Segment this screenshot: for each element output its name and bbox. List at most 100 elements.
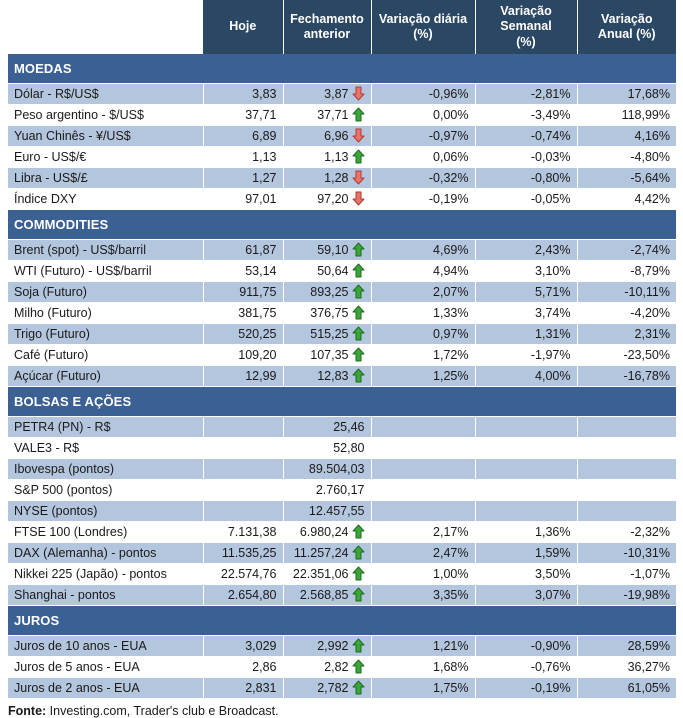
cell-weekly-change: -1,97% — [475, 344, 578, 366]
table-body: MOEDAS Dólar - R$/US$ 3,83 3,87 -0,96% -2,81%… — [8, 53, 676, 699]
table-row[interactable]: Milho (Futuro) 381,75 376,75 1,33% 3,74% -4,2… — [8, 302, 676, 324]
previous-close-value: 12,83 — [317, 368, 349, 383]
cell-daily-change: 1,21% — [371, 635, 476, 657]
cell-previous-close: 1,13 — [283, 146, 372, 168]
cell-weekly-change — [475, 458, 578, 480]
cell-previous-close: 50,64 — [283, 260, 372, 282]
table-row[interactable]: Shanghai - pontos 2.654,80 2.568,85 3,35% 3,… — [8, 584, 676, 606]
table-row[interactable]: Dólar - R$/US$ 3,83 3,87 -0,96% -2,81% 17,68% — [8, 83, 676, 105]
arrow-up-icon — [352, 284, 365, 299]
cell-annual-change: -23,50% — [577, 344, 676, 366]
cell-annual-change: -2,32% — [577, 521, 676, 543]
table-row[interactable]: Libra - US$/£ 1,27 1,28 -0,32% -0,80% -5,64% — [8, 167, 676, 189]
column-header-weekly-change: Variação Semanal (%) — [475, 0, 578, 54]
arrow-up-icon — [352, 326, 365, 341]
previous-close-value: 89.504,03 — [308, 461, 365, 476]
table-row[interactable]: Peso argentino - $/US$ 37,71 37,71 0,00% -3,… — [8, 104, 676, 126]
cell-hoje: 11.535,25 — [203, 542, 284, 564]
previous-close-value: 2.568,85 — [299, 587, 349, 602]
cell-weekly-change: 2,43% — [475, 239, 578, 261]
cell-previous-close: 3,87 — [283, 83, 372, 105]
table-row[interactable]: Euro - US$/€ 1,13 1,13 0,06% -0,03% -4,80% — [8, 146, 676, 168]
arrow-up-icon — [352, 638, 365, 653]
previous-close-value: 97,20 — [317, 191, 349, 206]
cell-previous-close: 2,82 — [283, 656, 372, 678]
arrow-up-icon — [352, 368, 365, 383]
section-header-row: JUROS — [8, 605, 676, 636]
cell-weekly-change: 1,36% — [475, 521, 578, 543]
cell-annual-change: -1,07% — [577, 563, 676, 585]
cell-hoje: 97,01 — [203, 188, 284, 210]
cell-daily-change: -0,96% — [371, 83, 476, 105]
table-row[interactable]: Açúcar (Futuro) 12,99 12,83 1,25% 4,00% -16,7… — [8, 365, 676, 387]
cell-previous-close: 1,28 — [283, 167, 372, 189]
table-row[interactable]: Juros de 5 anos - EUA 2,86 2,82 1,68% -0,76%… — [8, 656, 676, 678]
cell-hoje: 2.654,80 — [203, 584, 284, 606]
table-row[interactable]: Juros de 10 anos - EUA 3,029 2,992 1,21% -0,… — [8, 635, 676, 657]
table-row[interactable]: Juros de 2 anos - EUA 2,831 2,782 1,75% -0,1… — [8, 677, 676, 699]
cell-annual-change: 4,16% — [577, 125, 676, 147]
cell-weekly-change: -3,49% — [475, 104, 578, 126]
previous-close-value: 3,87 — [324, 86, 349, 101]
table-row[interactable]: PETR4 (PN) - R$ 25,46 — [8, 416, 676, 438]
cell-daily-change — [371, 416, 476, 438]
cell-previous-close: 89.504,03 — [283, 458, 372, 480]
previous-close-value: 1,13 — [324, 149, 349, 164]
table-row[interactable]: VALE3 - R$ 52,80 — [8, 437, 676, 459]
table-row[interactable]: DAX (Alemanha) - pontos 11.535,25 11.257,2… — [8, 542, 676, 564]
cell-previous-close: 2.568,85 — [283, 584, 372, 606]
cell-hoje: 22.574,76 — [203, 563, 284, 585]
table-row[interactable]: Nikkei 225 (Japão) - pontos 22.574,76 22.3… — [8, 563, 676, 585]
table-row[interactable]: Café (Futuro) 109,20 107,35 1,72% -1,97% -23,… — [8, 344, 676, 366]
previous-close-value: 1,28 — [324, 170, 349, 185]
cell-annual-change: 118,99% — [577, 104, 676, 126]
previous-close-value: 893,25 — [310, 284, 349, 299]
cell-weekly-change: -0,19% — [475, 677, 578, 699]
cell-daily-change: 3,35% — [371, 584, 476, 606]
previous-close-value: 37,71 — [317, 107, 349, 122]
table-row[interactable]: Trigo (Futuro) 520,25 515,25 0,97% 1,31% 2,31… — [8, 323, 676, 345]
section-title: BOLSAS E AÇÕES — [8, 386, 676, 417]
cell-previous-close: 6,96 — [283, 125, 372, 147]
column-header-blank — [8, 0, 203, 54]
cell-previous-close: 22.351,06 — [283, 563, 372, 585]
cell-annual-change: -19,98% — [577, 584, 676, 606]
previous-close-value: 25,46 — [333, 419, 365, 434]
row-label: FTSE 100 (Londres) — [8, 521, 204, 543]
cell-previous-close: 2,782 — [283, 677, 372, 699]
table-row[interactable]: Soja (Futuro) 911,75 893,25 2,07% 5,71% -10,1… — [8, 281, 676, 303]
previous-close-value: 2,82 — [324, 659, 349, 674]
table-row[interactable]: S&P 500 (pontos) 2.760,17 — [8, 479, 676, 501]
table-row[interactable]: Brent (spot) - US$/barril 61,87 59,10 4,69%… — [8, 239, 676, 261]
arrow-up-icon — [352, 680, 365, 695]
header-row: Hoje Fechamento anterior Variação diária… — [8, 0, 676, 54]
column-header-weekly-change-line1: Variação Semanal — [500, 4, 552, 34]
table-row[interactable]: WTI (Futuro) - US$/barril 53,14 50,64 4,94%… — [8, 260, 676, 282]
cell-daily-change — [371, 437, 476, 459]
table-row[interactable]: FTSE 100 (Londres) 7.131,38 6.980,24 2,17% 1… — [8, 521, 676, 543]
cell-weekly-change: 1,31% — [475, 323, 578, 345]
previous-close-value: 107,35 — [310, 347, 349, 362]
cell-daily-change: 2,47% — [371, 542, 476, 564]
table-row[interactable]: Yuan Chinês - ¥/US$ 6,89 6,96 -0,97% -0,74% 4… — [8, 125, 676, 147]
cell-annual-change: -4,80% — [577, 146, 676, 168]
arrow-down-icon — [352, 191, 365, 206]
column-header-daily-change: Variação diária (%) — [371, 0, 476, 54]
row-label: Brent (spot) - US$/barril — [8, 239, 204, 261]
cell-hoje: 520,25 — [203, 323, 284, 345]
table-row[interactable]: NYSE (pontos) 12.457,55 — [8, 500, 676, 522]
row-label: DAX (Alemanha) - pontos — [8, 542, 204, 564]
table-row[interactable]: Ibovespa (pontos) 89.504,03 — [8, 458, 676, 480]
previous-close-value: 376,75 — [310, 305, 349, 320]
table-row[interactable]: Índice DXY 97,01 97,20 -0,19% -0,05% 4,42% — [8, 188, 676, 210]
cell-previous-close: 52,80 — [283, 437, 372, 459]
arrow-up-icon — [352, 659, 365, 674]
cell-annual-change — [577, 416, 676, 438]
cell-previous-close: 515,25 — [283, 323, 372, 345]
cell-hoje — [203, 500, 284, 522]
cell-annual-change: 28,59% — [577, 635, 676, 657]
column-header-previous-close-line1: Fechamento — [290, 11, 364, 26]
cell-hoje: 12,99 — [203, 365, 284, 387]
cell-hoje: 6,89 — [203, 125, 284, 147]
